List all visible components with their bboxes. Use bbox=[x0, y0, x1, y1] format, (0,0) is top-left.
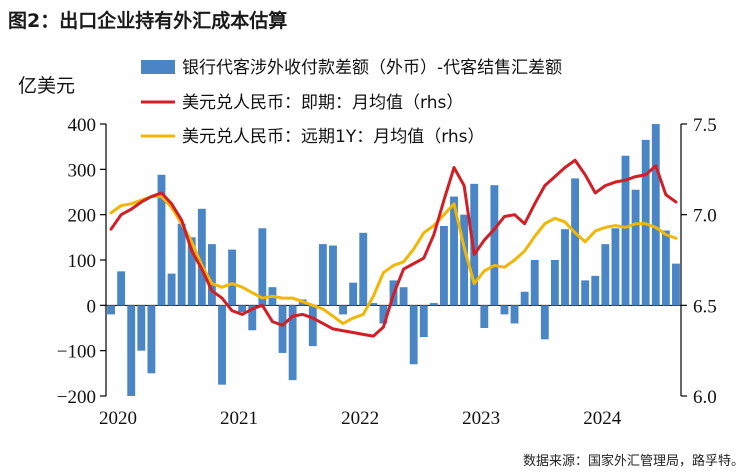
bar bbox=[460, 214, 469, 306]
legend-swatch-bar bbox=[141, 60, 175, 74]
bar bbox=[177, 223, 186, 306]
bar bbox=[218, 305, 226, 385]
bar bbox=[490, 185, 499, 306]
bar bbox=[369, 303, 378, 306]
bar bbox=[611, 228, 620, 306]
line-series bbox=[109, 158, 678, 338]
bar bbox=[480, 305, 489, 328]
bar bbox=[359, 232, 368, 306]
bar bbox=[510, 305, 519, 324]
legend-label: 美元兑人民币：远期1Y：月均值（rhs） bbox=[182, 127, 485, 147]
forward-rate-line bbox=[109, 195, 678, 325]
legend-label: 美元兑人民币：即期：月均值（rhs） bbox=[182, 93, 463, 113]
bar bbox=[288, 305, 297, 381]
bar bbox=[248, 305, 257, 331]
x-tick-label: 2021 bbox=[220, 408, 258, 429]
left-tick-label: 200 bbox=[68, 206, 97, 227]
bar bbox=[581, 280, 590, 306]
bar bbox=[661, 230, 670, 306]
bar bbox=[450, 196, 458, 306]
bar bbox=[399, 287, 408, 306]
bar bbox=[187, 237, 196, 306]
bar bbox=[157, 174, 166, 306]
right-tick-label: 7.5 bbox=[693, 115, 717, 136]
bar bbox=[571, 178, 580, 306]
bar bbox=[308, 305, 317, 347]
bar bbox=[329, 245, 337, 306]
bar bbox=[520, 291, 529, 306]
legend-label: 银行代客涉外收付款差额（外币）-代客结售汇差额 bbox=[182, 58, 562, 78]
bar bbox=[167, 273, 176, 306]
bar bbox=[440, 226, 448, 306]
axes bbox=[100, 123, 687, 397]
bar bbox=[621, 155, 630, 306]
bar bbox=[318, 244, 327, 306]
x-tick-label: 2023 bbox=[462, 408, 500, 429]
bar bbox=[127, 305, 136, 396]
bar bbox=[339, 305, 347, 315]
left-tick-label: 300 bbox=[68, 160, 97, 181]
right-tick-label: 7.0 bbox=[693, 206, 717, 227]
left-tick-label: 0 bbox=[87, 296, 97, 317]
bar bbox=[429, 303, 438, 306]
bar bbox=[601, 244, 610, 306]
bar bbox=[107, 305, 115, 315]
x-tick-label: 2022 bbox=[341, 408, 379, 429]
left-tick-label: 100 bbox=[68, 251, 97, 272]
bar bbox=[631, 189, 640, 306]
bar bbox=[207, 244, 216, 306]
bar bbox=[278, 305, 287, 353]
x-tick-label: 2020 bbox=[99, 408, 137, 429]
bar bbox=[117, 271, 126, 306]
left-tick-label: −100 bbox=[57, 342, 96, 363]
bar bbox=[349, 282, 358, 306]
legend: 银行代客涉外收付款差额（外币）-代客结售汇差额美元兑人民币：即期：月均值（rhs… bbox=[141, 58, 562, 147]
x-tick-label: 2024 bbox=[583, 408, 622, 429]
tick-labels: 400 300 200 100 0 −100 −200 7.5 7.0 6.5 6.0 亿美元 2020… bbox=[18, 75, 717, 429]
figure-title: 图2：出口企业持有外汇成本估算 bbox=[8, 10, 288, 32]
bar bbox=[419, 305, 428, 338]
bar bbox=[672, 263, 680, 306]
bar bbox=[500, 305, 509, 315]
bar bbox=[540, 305, 549, 340]
source-note: 数据来源：国家外汇管理局，路孚特。 bbox=[522, 454, 744, 469]
bar bbox=[258, 228, 267, 306]
bar bbox=[228, 249, 237, 306]
left-axis-unit: 亿美元 bbox=[18, 75, 75, 97]
bar bbox=[651, 124, 660, 306]
bar bbox=[530, 260, 539, 306]
bar bbox=[238, 305, 247, 313]
bar bbox=[591, 275, 600, 306]
left-tick-label: 400 bbox=[68, 115, 97, 136]
bar bbox=[147, 305, 156, 374]
spot-rate-line bbox=[109, 158, 678, 338]
bar bbox=[561, 229, 569, 306]
bar-series bbox=[107, 124, 680, 396]
bar bbox=[550, 260, 559, 306]
right-tick-label: 6.0 bbox=[693, 387, 717, 408]
right-tick-label: 6.5 bbox=[693, 296, 717, 317]
bar bbox=[137, 305, 146, 351]
left-tick-label: −200 bbox=[57, 387, 96, 408]
bar bbox=[409, 305, 418, 365]
bar bbox=[379, 305, 388, 324]
bar bbox=[197, 208, 206, 306]
